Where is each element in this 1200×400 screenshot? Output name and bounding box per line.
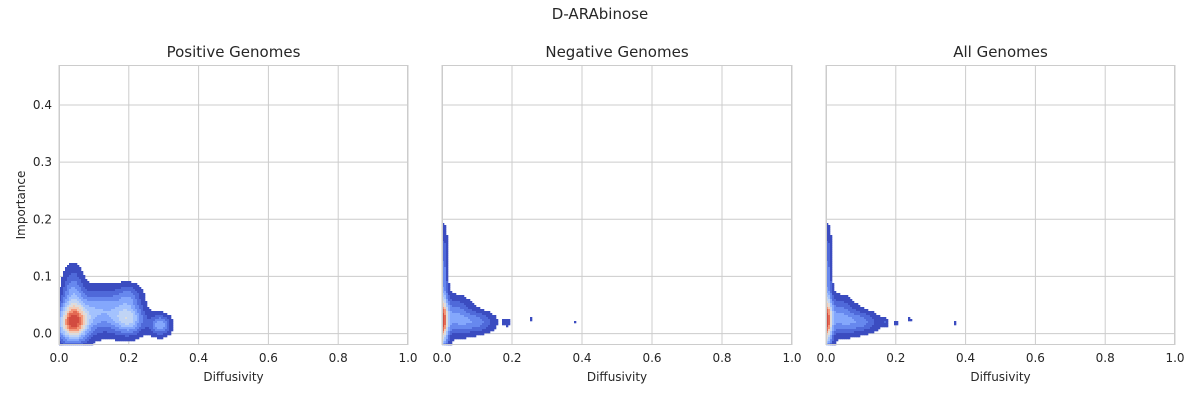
x-tick-label: 0.0: [816, 351, 835, 365]
x-tick-label: 0.4: [572, 351, 591, 365]
axes-spines: [826, 65, 1175, 345]
x-tick-label: 1.0: [782, 351, 801, 365]
figure-suptitle: D-ARAbinose: [551, 5, 649, 23]
x-tick-label: 0.4: [956, 351, 975, 365]
x-axis-label: Diffusivity: [970, 370, 1030, 384]
x-axis-label: Diffusivity: [587, 370, 647, 384]
subplot-1: Positive Genomes 0.0 0.2 0.4 0.6 0.8 1.0 0.0 0.1…: [14, 43, 418, 384]
density-contour: [59, 263, 174, 346]
x-tick-label: 0.4: [189, 351, 208, 365]
x-tick-label: 0.0: [432, 351, 451, 365]
subplot-title: Negative Genomes: [545, 43, 688, 61]
y-tick-label: 0.2: [33, 212, 52, 226]
y-tick-label: 0.3: [33, 155, 52, 169]
axes-spines: [442, 65, 792, 345]
x-tick-label: 1.0: [398, 351, 417, 365]
y-tick-label: 0.4: [33, 98, 52, 112]
axes-background: [826, 65, 1175, 345]
y-tick-label: 0.1: [33, 269, 52, 283]
x-tick-label: 0.6: [1026, 351, 1045, 365]
x-tick-label: 0.8: [712, 351, 731, 365]
y-axis-label: Importance: [14, 171, 28, 240]
axes-spines: [59, 65, 408, 345]
x-tick-label: 1.0: [1165, 351, 1184, 365]
x-tick-label: 0.8: [329, 351, 348, 365]
x-tick-label: 0.2: [886, 351, 905, 365]
x-axis-label: Diffusivity: [203, 370, 263, 384]
subplot-2: Negative Genomes 0.0 0.2 0.4 0.6 0.8 1.0 Diffus…: [432, 43, 801, 384]
subplot-title: Positive Genomes: [167, 43, 301, 61]
subplot-3: All Genomes 0.0 0.2 0.4 0.6 0.8 1.0 Diffusivity: [816, 43, 1184, 384]
x-tick-label: 0.6: [642, 351, 661, 365]
subplot-title: All Genomes: [953, 43, 1048, 61]
x-tick-label: 0.2: [502, 351, 521, 365]
x-tick-label: 0.6: [259, 351, 278, 365]
density-contour: [826, 223, 957, 346]
y-tick-label: 0.0: [33, 327, 52, 341]
x-tick-label: 0.2: [119, 351, 138, 365]
axes-background: [442, 65, 792, 345]
x-tick-label: 0.0: [49, 351, 68, 365]
x-tick-label: 0.8: [1096, 351, 1115, 365]
